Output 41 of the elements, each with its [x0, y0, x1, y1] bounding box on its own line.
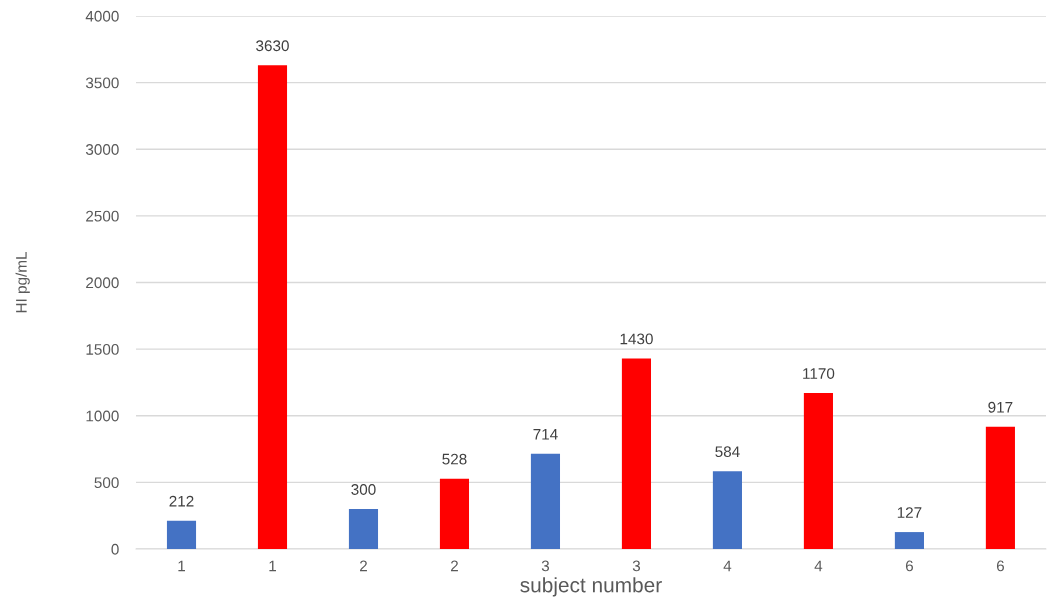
x-tick-label: 4 — [814, 560, 823, 572]
y-tick-label: 3000 — [85, 144, 119, 155]
data-label: 212 — [169, 495, 194, 507]
data-label: 714 — [533, 429, 558, 440]
bar — [166, 520, 197, 549]
data-label: 1170 — [803, 368, 835, 379]
data-label: 127 — [897, 507, 922, 518]
y-tick-label: 3500 — [85, 77, 119, 89]
data-label: 300 — [351, 484, 376, 495]
y-tick-label: 1000 — [86, 410, 119, 422]
x-tick-label: 2 — [450, 560, 458, 572]
bar — [803, 393, 833, 549]
y-tick-label: 0 — [111, 543, 119, 555]
data-label: 584 — [715, 446, 740, 458]
x-tick-label: 1 — [178, 560, 185, 572]
bar — [712, 471, 742, 549]
x-tick-label: 4 — [723, 560, 732, 572]
x-tick-label: 2 — [360, 560, 367, 572]
bar — [439, 478, 470, 549]
bar — [348, 509, 379, 549]
data-label: 3630 — [256, 40, 289, 52]
data-label: 528 — [442, 453, 467, 465]
bar — [894, 532, 924, 549]
x-tick-label: 6 — [905, 560, 913, 572]
y-tick-label: 2000 — [86, 277, 119, 289]
y-axis-title: HI pg/mL — [15, 252, 30, 313]
data-label: 1430 — [620, 333, 653, 345]
data-label: 917 — [988, 401, 1013, 413]
x-axis-title: subject number — [520, 577, 662, 597]
y-tick-label: 500 — [94, 477, 119, 489]
y-tick-label: 2500 — [86, 210, 119, 222]
bar — [257, 65, 288, 549]
bar — [985, 426, 1015, 549]
x-tick-label: 1 — [269, 560, 276, 572]
x-tick-label: 6 — [996, 560, 1004, 572]
bar — [621, 358, 652, 549]
bar — [530, 453, 561, 549]
y-tick-label: 4000 — [85, 10, 119, 22]
x-tick-label: 3 — [632, 560, 641, 572]
x-tick-label: 3 — [541, 560, 550, 572]
y-tick-label: 1500 — [86, 343, 119, 355]
